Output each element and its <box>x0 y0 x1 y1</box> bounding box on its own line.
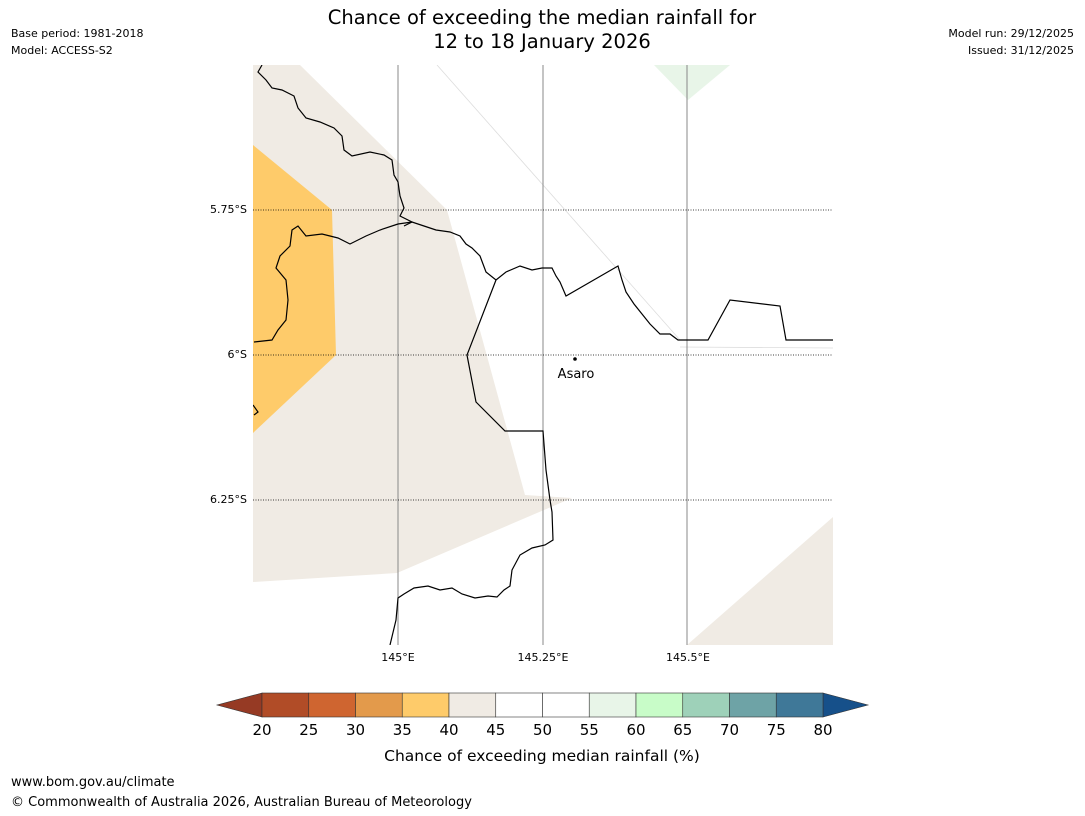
colorbar-segment-45-50 <box>495 692 543 718</box>
region-55-60 <box>654 65 730 100</box>
contour-line <box>679 346 833 349</box>
title-line-2: 12 to 18 January 2026 <box>433 30 651 53</box>
province-boundaries <box>253 65 833 645</box>
meta-right: Model run: 29/12/2025 Issued: 31/12/2025 <box>948 25 1074 59</box>
place-marker <box>573 357 577 361</box>
colorbar-tick-label: 20 <box>252 721 271 739</box>
base-period: Base period: 1981-2018 <box>11 27 144 40</box>
colorbar-title: Chance of exceeding median rainfall (%) <box>384 747 700 765</box>
region-40-45 <box>253 65 572 582</box>
footer-url: www.bom.gov.au/climate <box>11 775 175 790</box>
model-run: Model run: 29/12/2025 <box>948 27 1074 40</box>
colorbar-segment-55-60 <box>588 692 637 718</box>
colorbar: 20 25 30 35 40 45 50 55 60 65 70 75 80 <box>215 692 870 739</box>
lat-label-6-25: 6.25°S <box>210 493 247 506</box>
colorbar-segment-60-65 <box>635 692 684 718</box>
colorbar-extend-low <box>215 692 263 718</box>
colorbar-segment-40-45 <box>448 692 497 718</box>
lon-label-145-5: 145.5°E <box>666 651 710 664</box>
issued-date: Issued: 31/12/2025 <box>967 44 1074 57</box>
lon-label-145-25: 145.25°E <box>518 651 569 664</box>
model-name: Model: ACCESS-S2 <box>11 44 113 57</box>
colorbar-tick-label: 25 <box>299 721 318 739</box>
colorbar-tick-label: 80 <box>813 721 832 739</box>
place-label: Asaro <box>558 367 595 382</box>
map-frame: Asaro <box>253 65 833 645</box>
colorbar-segment-35-40 <box>401 692 450 718</box>
region-40-45-corner <box>687 517 833 645</box>
lon-label-145: 145°E <box>381 651 414 664</box>
colorbar-segment-25-30 <box>308 692 356 718</box>
colorbar-tick-label: 65 <box>673 721 692 739</box>
region-35-40 <box>253 145 336 433</box>
colorbar-tick-label: 35 <box>393 721 412 739</box>
lat-label-6: 6°S <box>228 348 247 361</box>
colorbar-tick-label: 60 <box>626 721 645 739</box>
meta-left: Base period: 1981-2018 Model: ACCESS-S2 <box>11 25 143 59</box>
colorbar-tick-label: 70 <box>720 721 739 739</box>
colorbar-segment-65-70 <box>682 692 730 718</box>
colorbar-segment-75-80 <box>775 692 824 718</box>
footer-copyright: © Commonwealth of Australia 2026, Austra… <box>11 795 472 810</box>
colorbar-segment-30-35 <box>355 692 403 718</box>
contour-line <box>436 65 681 341</box>
title-line-1: Chance of exceeding the median rainfall … <box>327 6 757 29</box>
colorbar-tick-label: 40 <box>439 721 458 739</box>
colorbar-tick-label: 55 <box>580 721 599 739</box>
colorbar-segment-70-75 <box>729 692 777 718</box>
map-title: Chance of exceeding the median rainfall … <box>242 6 842 54</box>
colorbar-tick-label: 30 <box>346 721 365 739</box>
colorbar-segment-20-25 <box>261 692 310 718</box>
colorbar-tick-label: 45 <box>486 721 505 739</box>
lat-label-5-75: 5.75°S <box>210 203 247 216</box>
colorbar-segment-50-55 <box>542 692 590 718</box>
colorbar-tick-label: 50 <box>533 721 552 739</box>
colorbar-extend-high <box>822 692 870 718</box>
colorbar-tick-label: 75 <box>767 721 786 739</box>
